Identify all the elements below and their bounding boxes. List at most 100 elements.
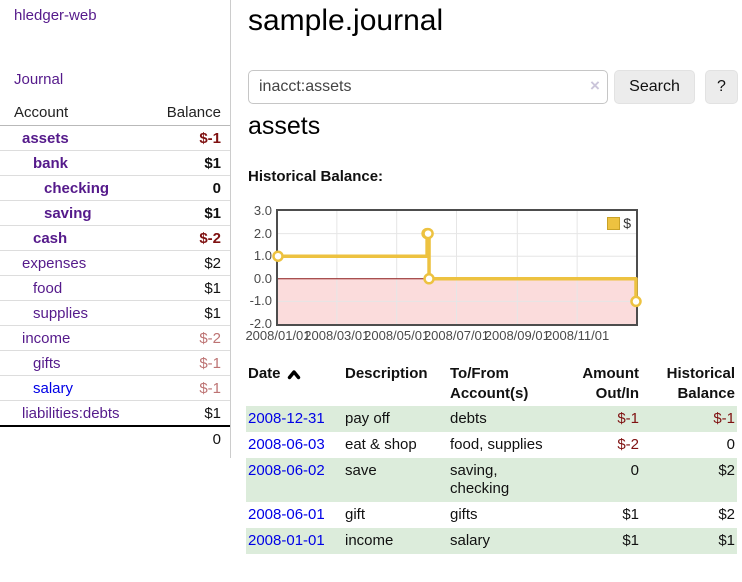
account-link-assets[interactable]: assets [22,129,69,147]
y-axis-tick: 2.0 [253,225,272,241]
account-row: salary $-1 [0,376,230,401]
help-button[interactable]: ? [705,70,738,104]
column-header-description: Description [345,365,428,382]
transaction-description: eat & shop [345,436,417,453]
register-header: Date Description To/From Account(s) Amount Ou… [246,362,737,406]
account-link-supplies[interactable]: supplies [33,304,89,322]
register-table: Date Description To/From Account(s) Amount Ou… [246,362,737,554]
account-balance: $-1 [199,354,221,372]
sidebar: hledger-web Journal Account Balance asse… [0,0,231,458]
date-link[interactable]: 2008-01-01 [248,532,325,549]
transaction-amount: $1 [622,506,639,523]
y-axis-tick: 1.0 [253,248,272,264]
date-link[interactable]: 2008-12-31 [248,410,325,427]
account-link-saving[interactable]: saving [44,204,92,222]
account-link-cash[interactable]: cash [33,229,68,247]
app-brand-link[interactable]: hledger-web [14,7,97,24]
transaction-description: pay off [345,410,390,427]
account-balance: 0 [212,179,221,197]
account-row: food $1 [0,276,230,301]
transaction-description: gift [345,506,366,523]
x-axis-tick: 2008/09/01 [484,328,550,343]
account-balance: $1 [204,304,221,322]
y-axis-tick: -2.0 [249,316,272,331]
sort-ascending-icon [287,369,301,380]
page-title: sample.journal [248,4,444,37]
account-column-header: Account [14,104,69,121]
column-header-amount: Amount Out/In [582,365,639,402]
legend-label: $ [623,215,631,231]
chart-title: Historical Balance: [248,168,384,185]
account-link-gifts[interactable]: gifts [33,354,61,372]
account-balance: $1 [204,204,221,222]
transaction-accounts: debts [450,410,487,427]
transaction-balance: $1 [718,532,735,549]
account-balance: $1 [204,154,221,172]
y-axis-tick: 0.0 [253,270,272,286]
account-row: bank $1 [0,151,230,176]
account-link-food[interactable]: food [33,279,63,297]
account-row: gifts $-1 [0,351,230,376]
balance-series-line [272,227,642,308]
legend-swatch [607,216,621,230]
account-row: supplies $1 [0,301,230,326]
account-row: income $-2 [0,326,230,351]
x-axis-tick: 2008/03/01 [304,328,370,343]
account-link-bank[interactable]: bank [33,154,69,172]
account-link-checking[interactable]: checking [44,179,110,197]
x-axis-tick: 2008/05/01 [364,328,430,343]
x-axis-tick: 2008/01/01 [245,328,311,343]
date-link[interactable]: 2008-06-01 [248,506,325,523]
account-row: liabilities:debts $1 [0,401,230,427]
account-link-liabilities-debts[interactable]: liabilities:debts [22,404,120,422]
account-row: assets $-1 [0,126,230,151]
account-balance: $-1 [199,129,221,147]
account-total-row: 0 [0,427,230,452]
column-header-tofrom: To/From Account(s) [450,365,529,402]
column-header-date[interactable]: Date [246,362,343,406]
account-balance: $2 [204,254,221,272]
transaction-amount: 0 [630,462,639,479]
transaction-date: 2008-06-03 [246,432,343,458]
account-row: saving $1 [0,201,230,226]
account-tree: assets $-1 bank $1 checking 0 saving $1 cash $-2 e… [0,126,230,427]
transaction-date: 2008-06-01 [246,502,343,528]
transaction-description: save [345,462,377,479]
register-row: 2008-12-31 pay off debts $-1 $-1 [246,406,737,432]
account-balance-table: Account Balance assets $-1 bank $1 checking 0… [0,100,230,452]
account-heading: assets [248,112,321,140]
chart-legend: $ [607,215,631,231]
account-balance: $1 [204,404,221,422]
transaction-accounts: gifts [450,506,478,523]
transaction-description: income [345,532,394,549]
search-button[interactable]: Search [614,70,695,104]
account-balance: $1 [204,279,221,297]
date-link[interactable]: 2008-06-03 [248,436,325,453]
transaction-amount: $-2 [617,436,639,453]
transaction-date: 2008-12-31 [246,406,343,432]
chart-plot-area: $ [272,209,642,326]
account-link-expenses[interactable]: expenses [22,254,87,272]
y-axis-tick: 3.0 [253,203,272,218]
total-balance: 0 [212,431,221,448]
search-input[interactable] [248,70,608,104]
account-balance: $-1 [199,379,221,397]
sidebar-item-journal[interactable]: Journal [14,71,64,88]
transaction-accounts: food, supplies [450,436,543,453]
transaction-balance: $2 [718,462,735,479]
account-link-income[interactable]: income [22,329,71,347]
transaction-date: 2008-01-01 [246,528,343,554]
transaction-balance: $-1 [713,410,735,427]
transaction-balance: $2 [718,506,735,523]
register-row: 2008-06-02 save saving, checking 0 $2 [246,458,737,502]
clear-search-icon[interactable]: × [590,76,600,95]
transaction-balance: 0 [726,436,735,453]
x-axis-tick: 2008/11/01 [545,328,610,343]
transaction-amount: $1 [622,532,639,549]
account-row: checking 0 [0,176,230,201]
account-link-salary[interactable]: salary [33,379,74,397]
date-link[interactable]: 2008-06-02 [248,462,325,479]
main-content: sample.journal × Search ? assets Histori… [245,0,742,582]
account-row: cash $-2 [0,226,230,251]
transaction-date: 2008-06-02 [246,458,343,502]
